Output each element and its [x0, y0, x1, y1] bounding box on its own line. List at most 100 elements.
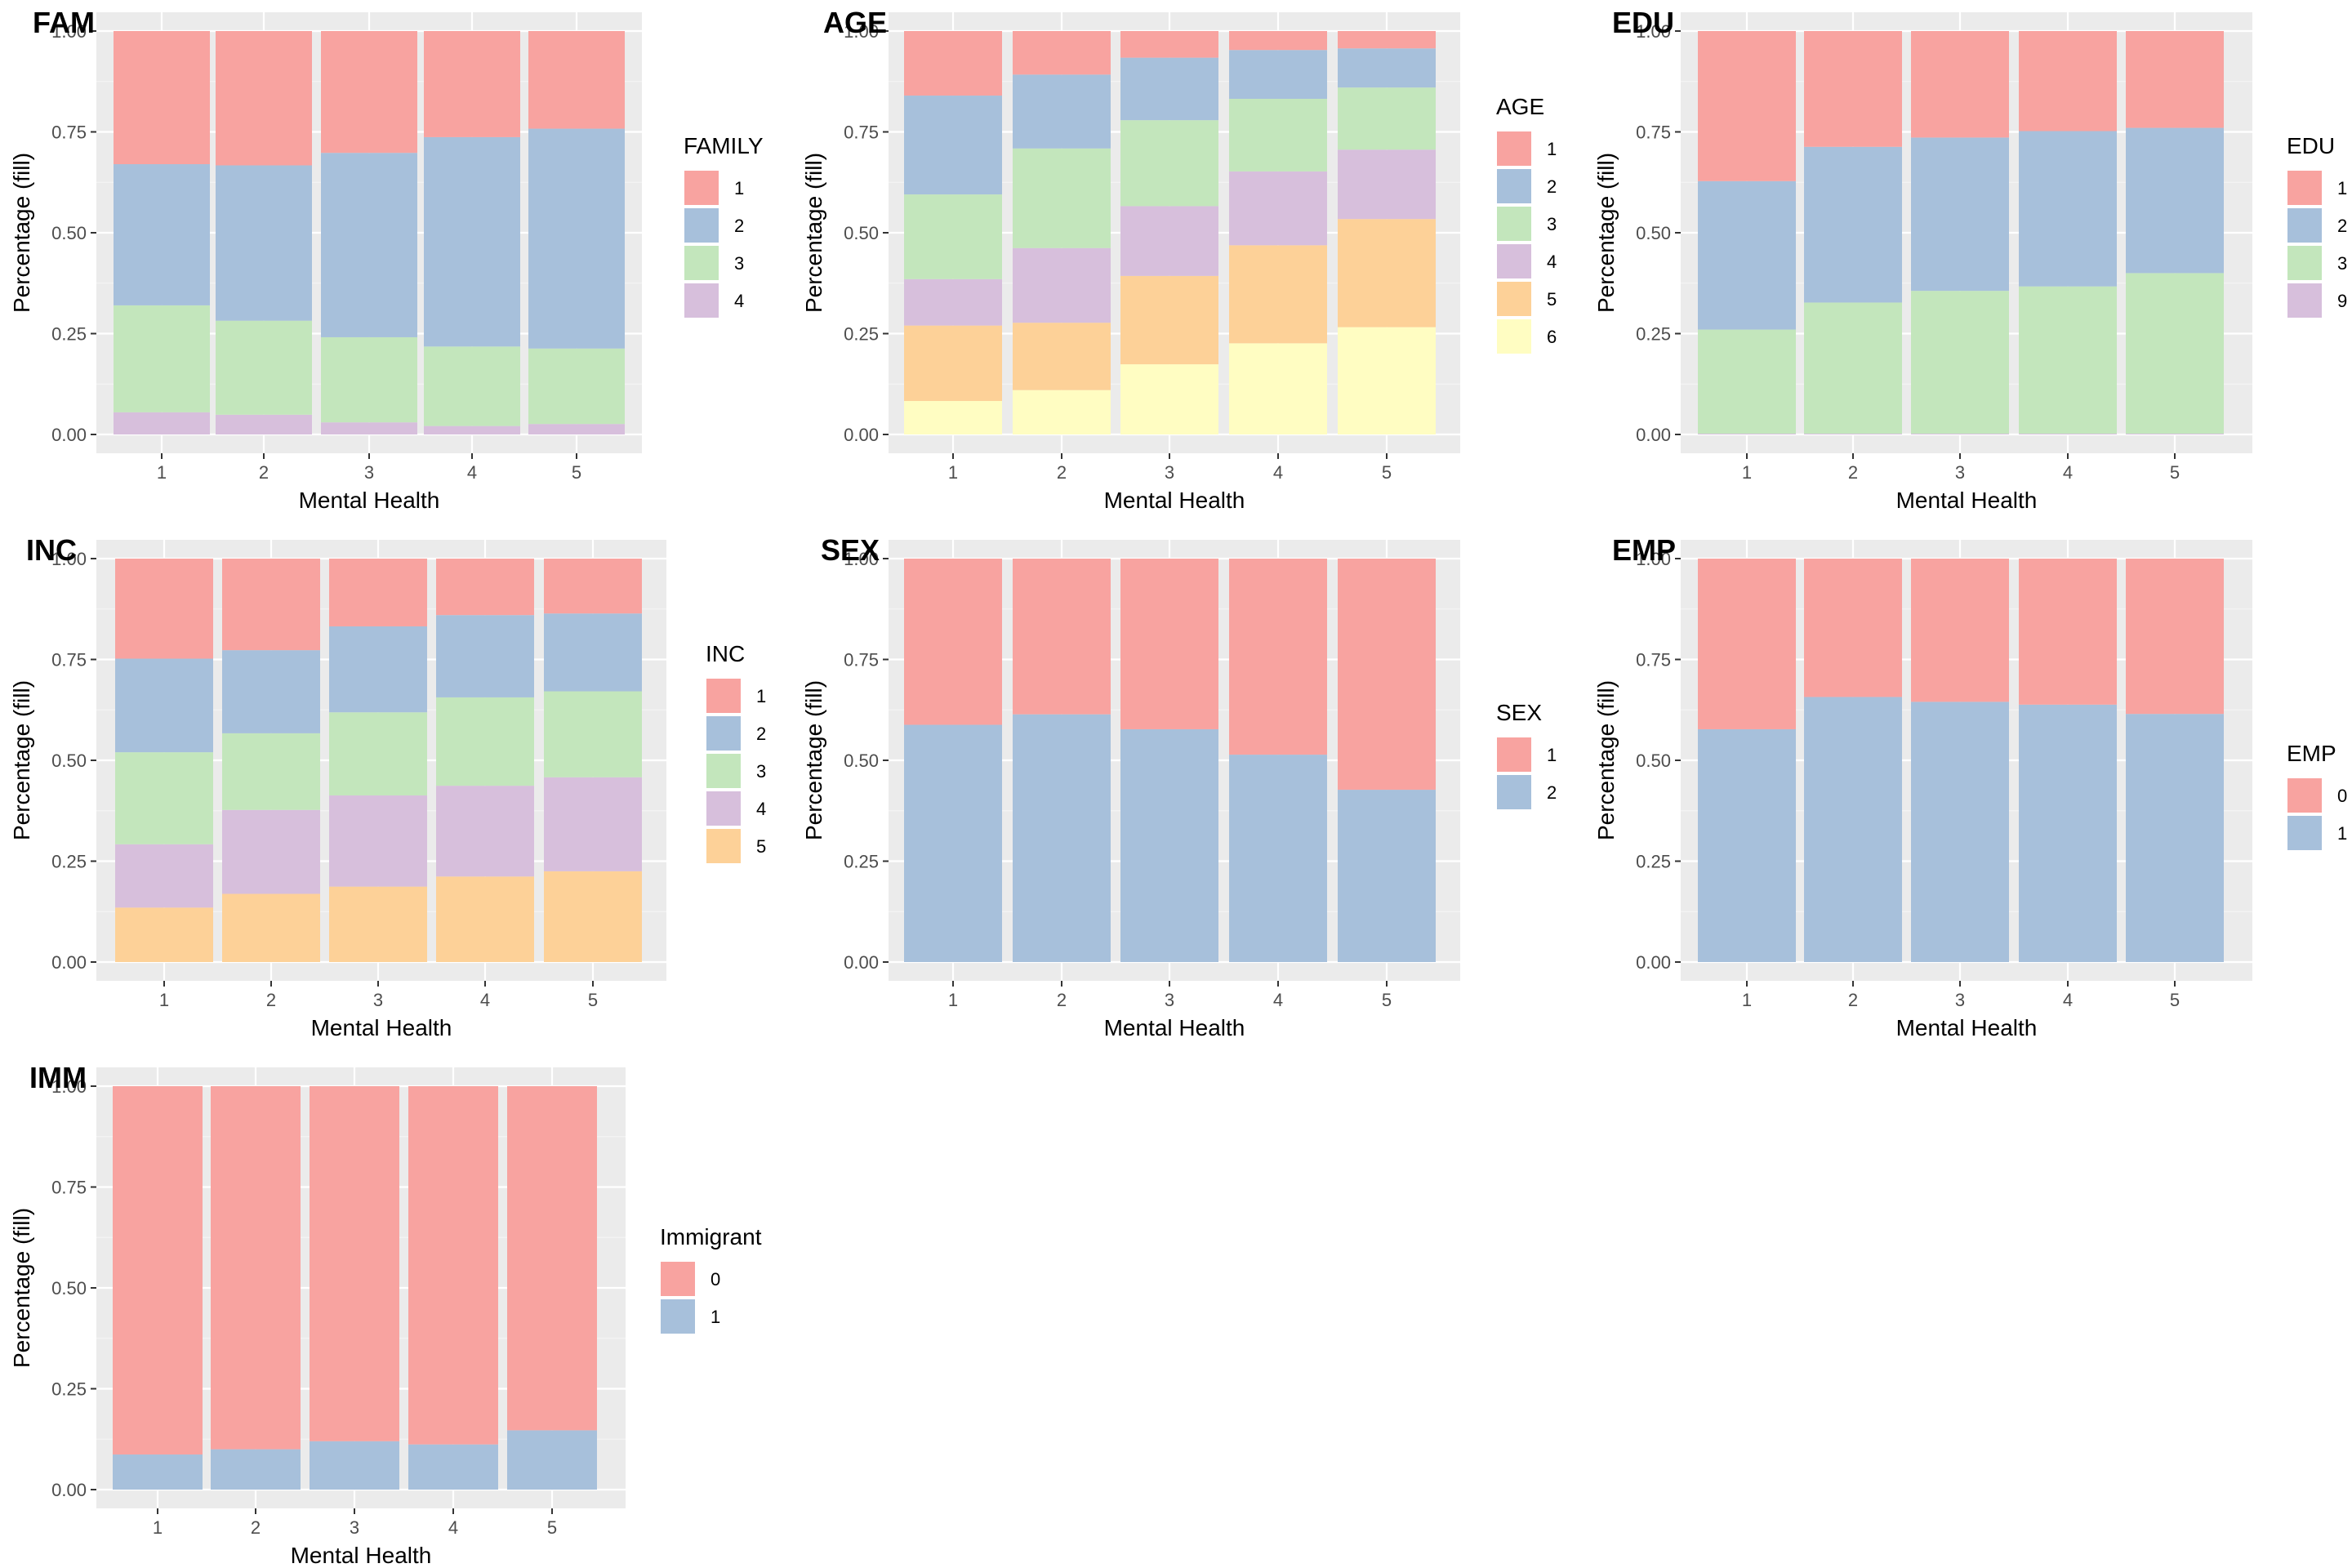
bar-segment-2 — [904, 724, 1002, 962]
x-tick-label: 4 — [467, 462, 477, 483]
x-tick-label: 4 — [1273, 990, 1283, 1010]
y-tick-label: 1.00 — [844, 21, 879, 42]
y-tick-label: 0.50 — [51, 1278, 87, 1298]
legend-label: 4 — [734, 291, 744, 311]
legend-key-swatch — [1495, 318, 1533, 355]
x-axis-title: Mental Health — [291, 1543, 432, 1568]
legend-key-swatch — [1495, 280, 1533, 318]
legend-key-swatch — [659, 1298, 697, 1335]
legend-label: 1 — [734, 178, 744, 198]
x-tick-label: 5 — [588, 990, 598, 1010]
legend-label: 0 — [2337, 786, 2347, 806]
legend-key-swatch — [659, 1260, 697, 1298]
legend-label: 1 — [1547, 745, 1557, 765]
bar-segment-3 — [114, 305, 210, 412]
bar-segment-3 — [222, 733, 320, 810]
x-tick-label: 2 — [259, 462, 269, 483]
bar-segment-4 — [544, 777, 642, 871]
bar-segment-4 — [216, 414, 312, 434]
x-tick-label: 2 — [1848, 462, 1858, 483]
x-tick-label: 2 — [266, 990, 276, 1010]
bar-segment-0 — [2019, 559, 2117, 705]
y-tick-label: 1.00 — [51, 21, 87, 42]
legend-title: INC — [706, 641, 745, 666]
bar-segment-2 — [1229, 50, 1327, 99]
y-tick-label: 1.00 — [51, 1076, 87, 1097]
y-tick-label: 0.25 — [51, 852, 87, 872]
bar-segment-1 — [1698, 31, 1796, 181]
bar-segment-4 — [114, 412, 210, 434]
bar-segment-1 — [1338, 559, 1436, 791]
legend-key-swatch — [683, 282, 720, 319]
y-axis-title: Percentage (fill) — [1593, 680, 1619, 840]
bar-segment-6 — [1013, 390, 1111, 434]
bar-segment-1 — [904, 559, 1002, 725]
x-axis-title: Mental Health — [1896, 1015, 2038, 1040]
bar-segment-3 — [528, 348, 625, 425]
y-tick-label: 0.75 — [844, 122, 879, 143]
x-tick-label: 1 — [948, 990, 958, 1010]
legend-label: 4 — [1547, 252, 1557, 272]
x-tick-label: 5 — [1382, 462, 1392, 483]
bar-segment-1 — [1120, 559, 1218, 729]
y-tick-label: 0.25 — [844, 324, 879, 345]
panel-tag: AGE — [823, 6, 887, 39]
legend-title: FAMILY — [684, 133, 764, 158]
x-tick-label: 1 — [159, 990, 169, 1010]
x-tick-label: 1 — [1742, 462, 1752, 483]
bar-segment-2 — [329, 626, 427, 713]
legend-key-swatch — [1495, 205, 1533, 243]
legend-key-swatch — [1495, 736, 1533, 773]
bar-segment-1 — [436, 559, 534, 616]
bar-segment-4 — [329, 795, 427, 887]
legend-label: 3 — [1547, 214, 1557, 234]
bar-segment-2 — [114, 164, 210, 305]
bar-segment-3 — [115, 752, 213, 844]
bar-segment-2 — [115, 658, 213, 753]
y-tick-label: 0.75 — [51, 1178, 87, 1198]
bar-segment-4 — [436, 786, 534, 877]
bar-segment-1 — [310, 1441, 399, 1490]
bar-segment-5 — [115, 907, 213, 962]
legend: INC 1 2 3 4 5 — [705, 641, 766, 865]
legend-label: 2 — [2337, 216, 2347, 236]
bar-segment-2 — [1120, 728, 1218, 962]
bar-segment-4 — [904, 278, 1002, 326]
chart-inc: 0.00 0.25 0.50 0.75 1.00 1 2 3 4 5 Mental Health Pe… — [9, 533, 766, 1040]
legend-key-swatch — [2286, 282, 2323, 319]
legend-key-swatch — [2286, 169, 2323, 207]
legend-title: AGE — [1496, 94, 1544, 119]
legend-key-swatch — [1495, 243, 1533, 280]
legend-key-swatch — [683, 207, 720, 244]
bar-segment-2 — [1013, 74, 1111, 149]
bar-segment-5 — [904, 325, 1002, 401]
y-tick-label: 0.00 — [1636, 952, 1671, 973]
bar-segment-5 — [1229, 245, 1327, 344]
x-tick-label: 4 — [2063, 990, 2073, 1010]
chart-edu: 0.00 0.25 0.50 0.75 1.00 1 2 3 4 5 Mental Health Pe… — [1593, 6, 2347, 513]
bar-segment-5 — [436, 876, 534, 962]
x-tick-label: 5 — [547, 1517, 557, 1538]
bar-segment-1 — [904, 31, 1002, 96]
y-tick-label: 0.50 — [1636, 223, 1671, 243]
y-tick-label: 0.50 — [1636, 751, 1671, 771]
bar-segment-1 — [507, 1430, 597, 1490]
bar-segment-1 — [1013, 31, 1111, 75]
legend-label: 5 — [756, 836, 766, 857]
x-tick-label: 2 — [1057, 462, 1067, 483]
bar-segment-1 — [222, 559, 320, 651]
x-tick-label: 1 — [157, 462, 167, 483]
bar-segment-1 — [114, 31, 210, 165]
legend-key-swatch — [705, 790, 742, 827]
legend-label: 1 — [1547, 139, 1557, 159]
bar-segment-0 — [211, 1086, 301, 1450]
bar-segment-0 — [113, 1086, 203, 1455]
y-tick-label: 1.00 — [1636, 549, 1671, 569]
bar-segment-1 — [1338, 31, 1436, 49]
y-tick-label: 0.50 — [51, 751, 87, 771]
legend-title: Immigrant — [660, 1224, 762, 1250]
x-tick-label: 4 — [1273, 462, 1283, 483]
